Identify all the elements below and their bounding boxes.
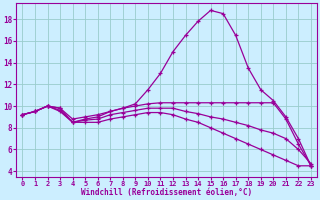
X-axis label: Windchill (Refroidissement éolien,°C): Windchill (Refroidissement éolien,°C) (81, 188, 252, 197)
